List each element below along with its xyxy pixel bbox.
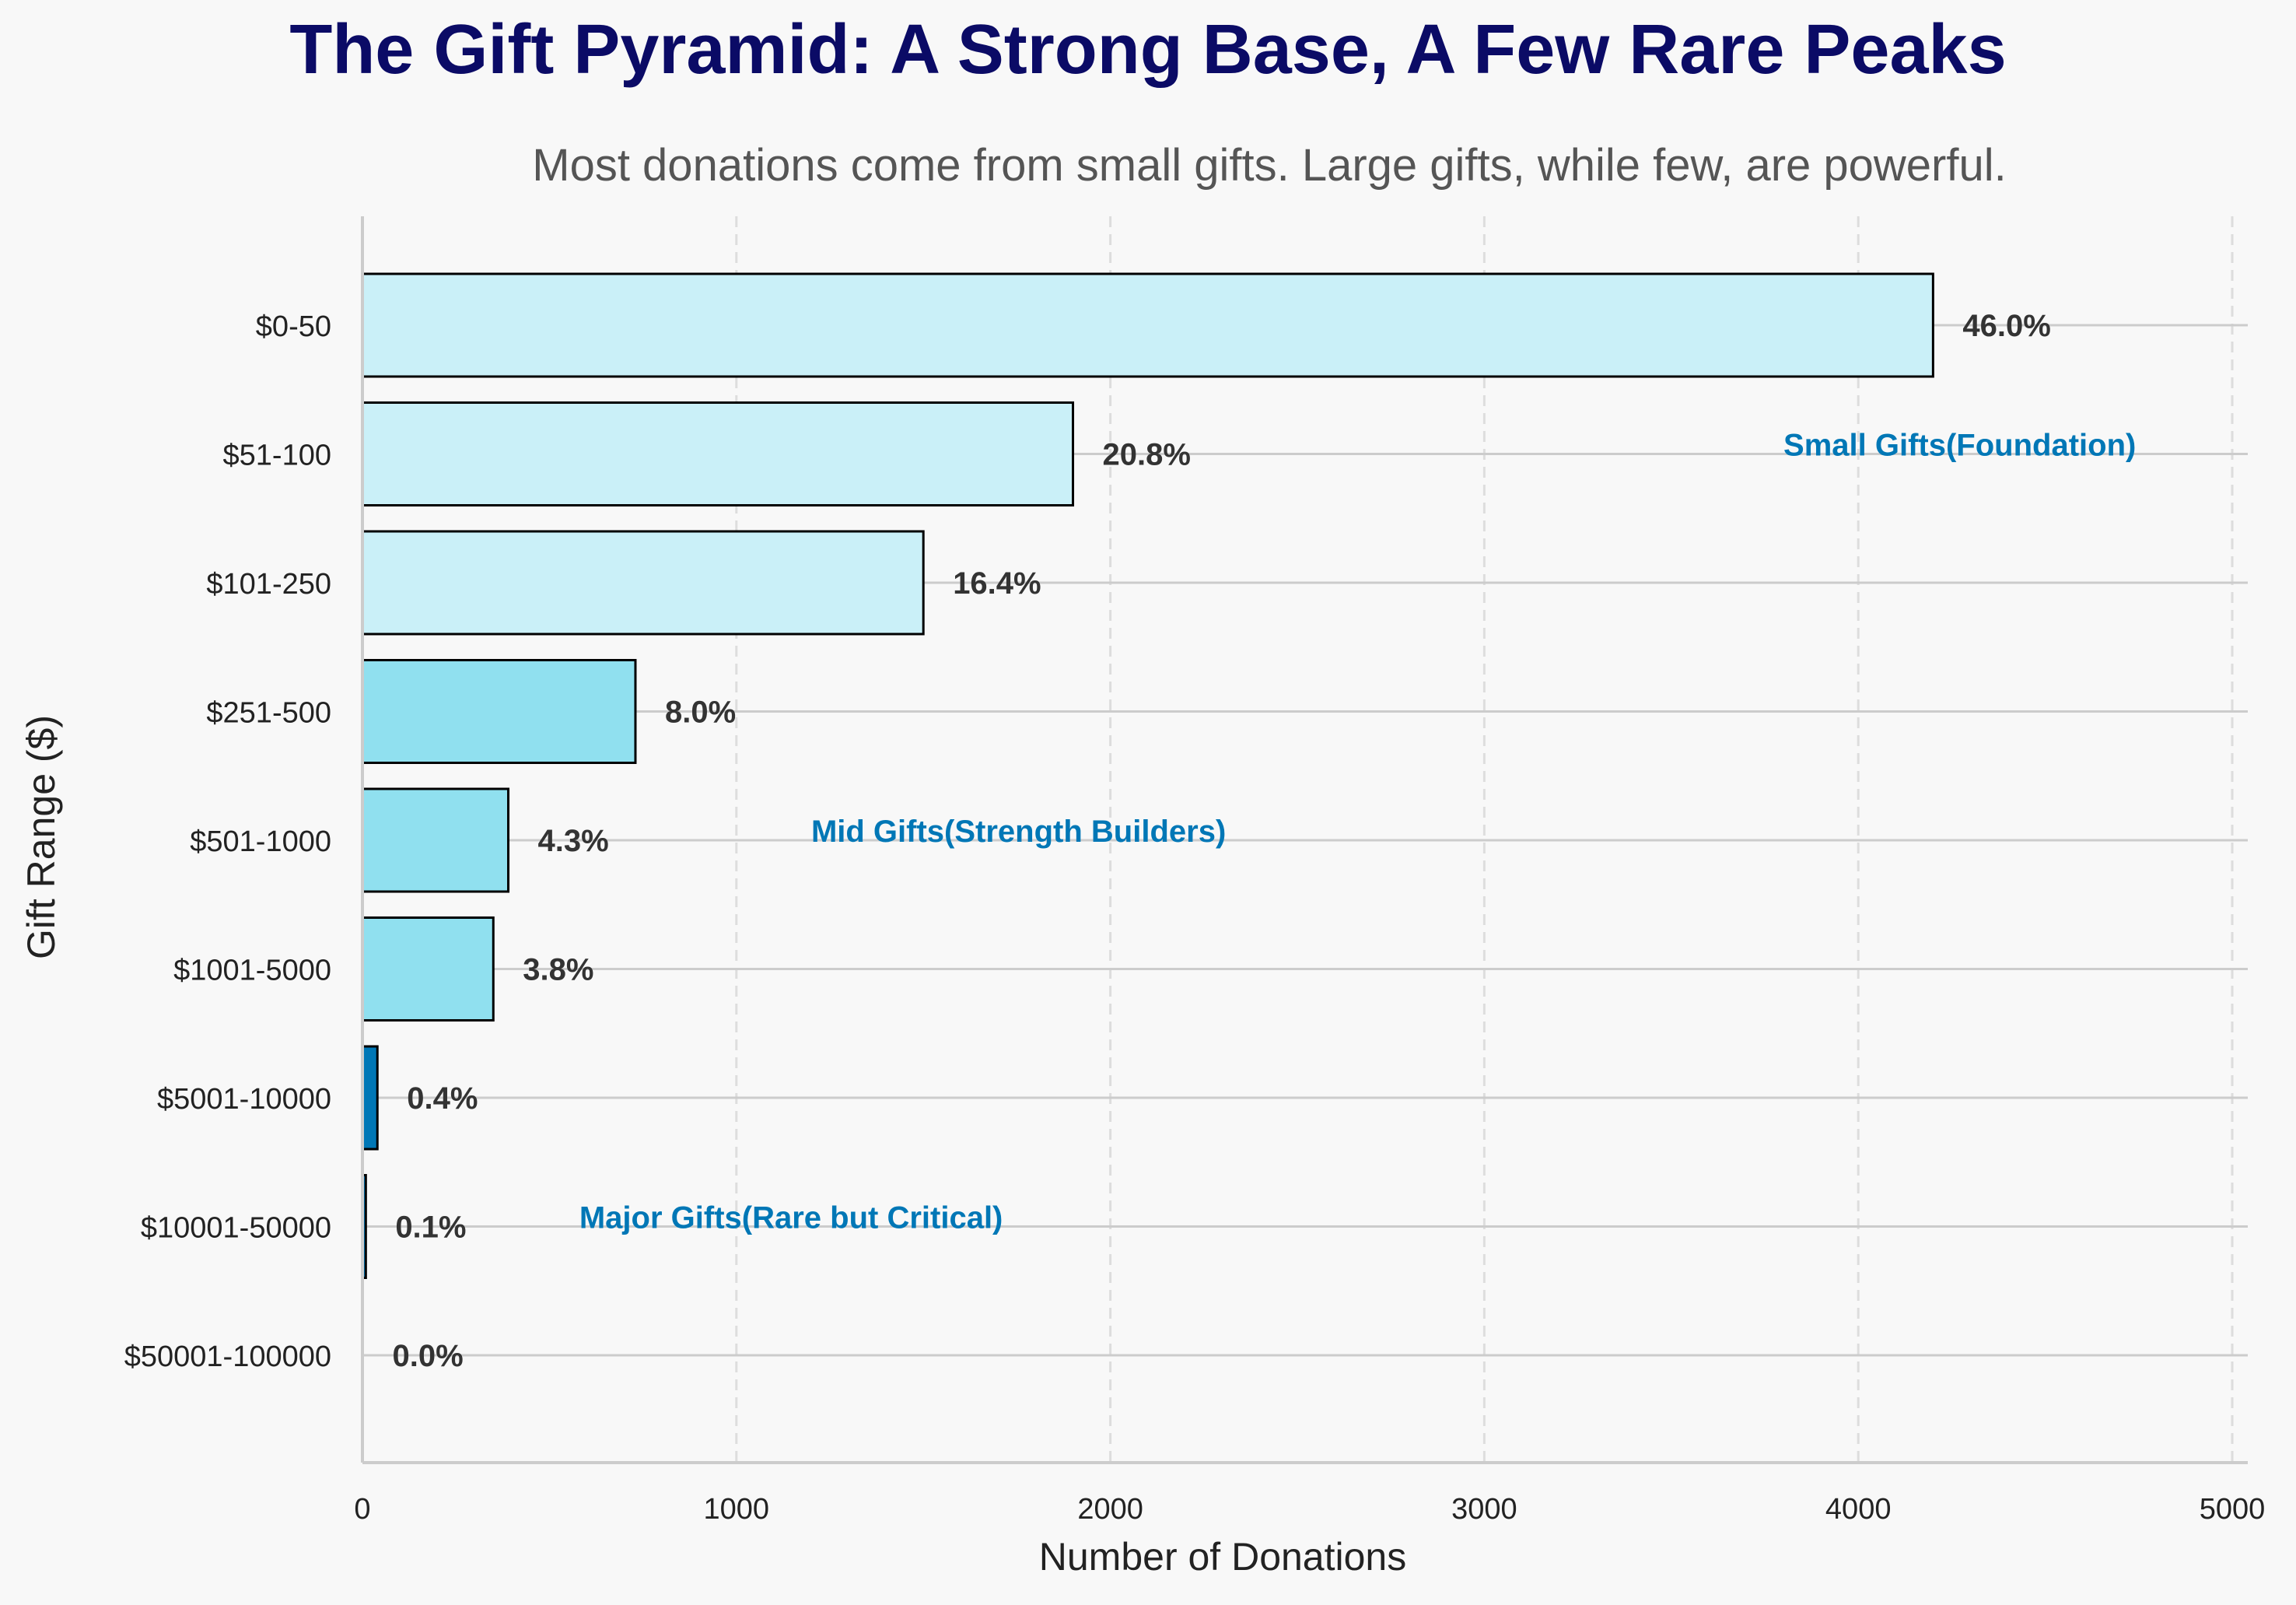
bar-value-label: 4.3% xyxy=(538,824,609,858)
bars xyxy=(361,272,1934,1279)
bar xyxy=(361,916,495,1022)
y-tick-label: $1001-5000 xyxy=(173,955,331,987)
bar-value-label: 0.1% xyxy=(395,1211,466,1245)
bar-value-labels: 46.0% 20.8% 16.4% 8.0% 4.3% 3.8% 0.4% 0.1% 0.0% xyxy=(392,309,2050,1373)
tier-annotation: Mid Gifts(Strength Builders) xyxy=(811,815,1226,849)
bar-value-label: 16.4% xyxy=(953,566,1041,601)
x-tick-label: 4000 xyxy=(1825,1493,1892,1526)
y-tick-label: $501-1000 xyxy=(190,825,331,858)
bar-value-label: 8.0% xyxy=(665,696,736,730)
x-tick-label: 1000 xyxy=(704,1493,770,1526)
y-tick-label: $5001-10000 xyxy=(157,1083,331,1116)
tier-annotation: Small Gifts(Foundation) xyxy=(1783,429,2136,463)
x-tick-label: 3000 xyxy=(1451,1493,1517,1526)
bar-value-label: 20.8% xyxy=(1103,438,1191,472)
x-tick-label: 0 xyxy=(354,1493,370,1526)
tier-annotation: Major Gifts(Rare but Critical) xyxy=(579,1201,1003,1235)
x-tick-labels: 0 1000 2000 3000 4000 5000 xyxy=(354,1493,2265,1526)
y-axis-label: Gift Range ($) xyxy=(19,715,63,959)
y-tick-label: $10001-50000 xyxy=(141,1212,331,1245)
bar-value-label: 0.4% xyxy=(407,1081,478,1116)
y-tick-label: $251-500 xyxy=(206,697,331,730)
x-axis-label: Number of Donations xyxy=(1039,1535,1406,1579)
bar-value-label: 3.8% xyxy=(523,953,593,987)
y-tick-labels: $0-50 $51-100 $101-250 $251-500 $501-1000 $10… xyxy=(124,310,331,1373)
x-tick-label: 2000 xyxy=(1077,1493,1143,1526)
y-tick-label: $101-250 xyxy=(206,568,331,601)
tier-annotations: Small Gifts(Foundation) Mid Gifts(Strengt… xyxy=(579,429,2136,1235)
bar-value-label: 46.0% xyxy=(1962,309,2050,343)
y-tick-label: $51-100 xyxy=(223,440,331,472)
y-tick-label: $0-50 xyxy=(256,310,331,343)
bar xyxy=(361,787,510,893)
bar xyxy=(361,1045,379,1151)
bar-value-label: 0.0% xyxy=(392,1339,463,1373)
bar xyxy=(361,401,1075,506)
chart-title: The Gift Pyramid: A Strong Base, A Few R… xyxy=(289,11,2006,89)
chart-subtitle: Most donations come from small gifts. La… xyxy=(532,140,2006,191)
bar xyxy=(361,659,637,764)
y-tick-label: $50001-100000 xyxy=(124,1340,331,1373)
bar xyxy=(361,530,925,636)
bar xyxy=(361,272,1934,378)
x-tick-label: 5000 xyxy=(2200,1493,2266,1526)
